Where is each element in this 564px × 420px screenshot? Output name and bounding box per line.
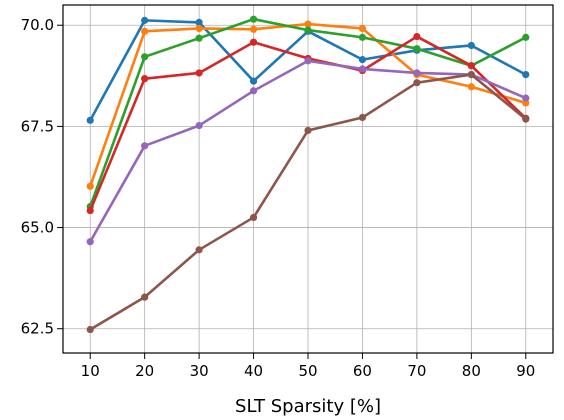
data-point [522,33,530,41]
data-point [304,57,312,65]
data-point [86,206,94,215]
data-point [413,79,421,87]
data-point [141,75,149,83]
data-point [249,87,258,95]
x-tick-label: 70 [407,362,426,380]
data-point [522,115,530,123]
data-point [195,246,203,254]
x-tick-label: 40 [244,362,263,380]
data-point [467,83,475,91]
x-tick-label: 10 [81,362,100,380]
y-tick-label: 70.0 [21,16,54,34]
data-point [467,71,475,79]
data-point [141,293,149,301]
data-point [86,116,94,124]
data-point [141,142,149,150]
tick-layer: 10 20 30 40 50 60 70 80 90 62.5 65.0 67.5 70.0 [21,16,536,380]
data-point [86,238,94,246]
data-point [195,18,203,26]
data-point [249,15,258,23]
x-tick-label: 30 [190,362,209,380]
data-point [522,94,530,102]
data-point [249,77,258,85]
data-point [467,41,475,50]
data-point [141,53,149,61]
data-point [304,20,312,28]
x-tick-label: 90 [516,362,535,380]
data-point [358,56,367,64]
data-point [195,34,203,42]
data-point [249,25,258,33]
data-point [249,38,258,46]
data-point [413,32,421,41]
data-point [358,65,367,73]
data-point [467,62,475,70]
data-point [304,26,312,34]
data-point [141,27,149,35]
data-point [358,33,367,41]
data-point [141,16,149,24]
data-point [358,113,367,122]
x-axis-label: SLT Sparsity [%] [235,396,381,417]
data-point [413,45,421,53]
series-6 [86,71,530,334]
series-layer [86,15,530,334]
x-tick-label: 50 [298,362,317,380]
data-point [358,24,367,33]
data-point [195,69,203,77]
data-point [195,121,203,130]
y-tick-label: 65.0 [21,219,54,237]
y-tick-label: 62.5 [21,320,54,338]
x-tick-label: 80 [462,362,481,380]
data-point [195,24,203,33]
data-point [304,126,312,135]
x-tick-label: 60 [353,362,372,380]
data-point [249,213,258,222]
data-point [413,69,421,77]
data-point [86,182,94,190]
y-tick-label: 67.5 [21,117,54,135]
x-tick-label: 20 [135,362,154,380]
data-point [86,325,94,334]
data-point [522,71,530,79]
series-5 [86,57,530,246]
